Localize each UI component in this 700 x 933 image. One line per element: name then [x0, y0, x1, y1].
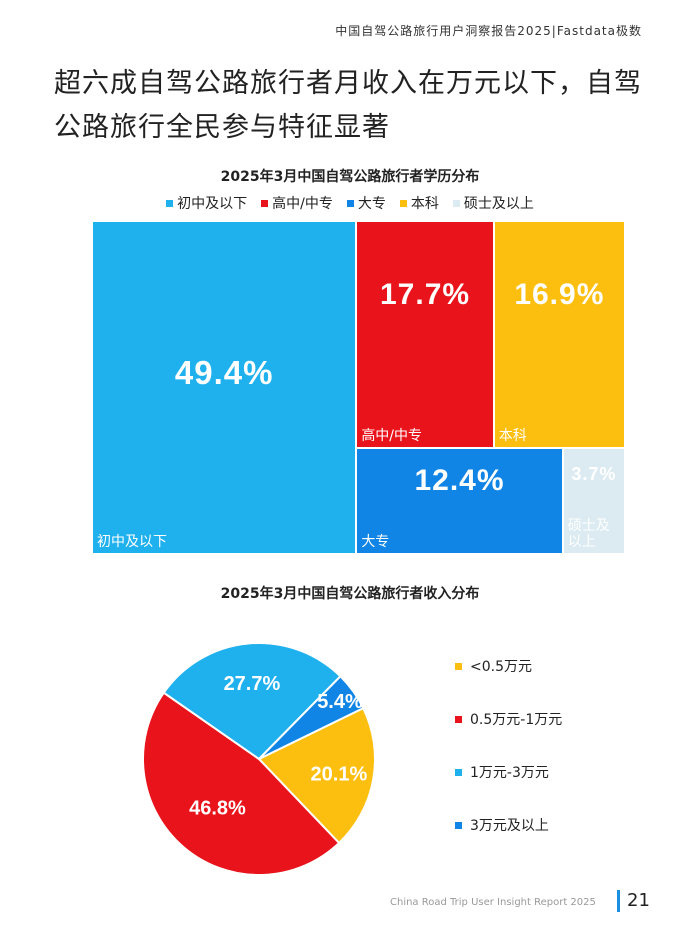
treemap-legend-item: 本科: [399, 193, 439, 213]
pie-value-label: 20.1%: [311, 763, 368, 785]
pie-title: 2025年3月中国自驾公路旅行者收入分布: [220, 586, 480, 602]
treemap-category-label: 大专: [361, 533, 390, 550]
footer-accent-bar: [617, 890, 620, 912]
treemap-value-label: 12.4%: [414, 464, 505, 498]
pie-legend-item: 3万元及以上: [455, 815, 549, 835]
treemap-legend-item: 高中/中专: [261, 193, 333, 213]
treemap-value-label: 17.7%: [379, 278, 471, 312]
legend-label: 大专: [357, 196, 386, 212]
pie-slice: [258, 674, 365, 760]
treemap-cell: 3.7% 硕士及以上: [563, 448, 624, 553]
treemap-title: 2025年3月中国自驾公路旅行者学历分布: [220, 169, 480, 185]
legend-swatch: [455, 662, 462, 670]
legend-label: 1万元-3万元: [470, 765, 549, 781]
legend-label: 初中及以下: [177, 196, 248, 212]
treemap-cell: 17.7% 高中/中专: [357, 222, 493, 447]
pie-value-label: 46.8%: [189, 797, 246, 819]
legend-swatch: [455, 715, 462, 723]
pie-legend-item: <0.5万元: [455, 656, 532, 676]
treemap-cell: 16.9% 本科: [494, 222, 624, 447]
treemap-cell: 12.4% 大专: [357, 448, 562, 553]
treemap-category-label: 初中及以下: [97, 534, 167, 550]
legend-swatch: [166, 199, 174, 207]
treemap-legend: 初中及以下 高中/中专 大专 本科 硕士及以上: [0, 193, 700, 213]
pie-legend-item: 1万元-3万元: [455, 762, 549, 782]
treemap-category-label: 高中/中专: [361, 427, 423, 444]
legend-label: 硕士及以上: [463, 196, 534, 212]
treemap-cell: 49.4% 初中及以下: [93, 222, 356, 553]
legend-swatch: [261, 199, 269, 207]
legend-swatch: [455, 821, 462, 829]
legend-label: 3万元及以上: [470, 818, 549, 834]
pie-slice: [162, 642, 342, 761]
treemap-value-label: 16.9%: [514, 278, 605, 312]
legend-label: 0.5万元-1万元: [470, 712, 563, 728]
treemap-category-label: 本科: [498, 427, 527, 444]
pie-value-label: 5.4%: [317, 691, 363, 713]
treemap-legend-item: 大专: [346, 193, 386, 213]
legend-swatch: [452, 199, 460, 207]
page-number: 21: [627, 890, 650, 911]
legend-swatch: [399, 199, 407, 207]
pie-legend-item: 0.5万元-1万元: [455, 709, 562, 729]
treemap-legend-item: 初中及以下: [166, 193, 247, 213]
treemap-value-label: 3.7%: [571, 464, 617, 485]
pie-slice: [257, 706, 376, 845]
legend-label: 本科: [410, 196, 439, 212]
footer-report-name: China Road Trip User Insight Report 2025: [390, 897, 596, 908]
page-title: 超六成自驾公路旅行者月收入在万元以下，自驾公路旅行全民参与特征显著: [54, 68, 642, 143]
legend-swatch: [346, 199, 354, 207]
pie-value-label: 27.7%: [224, 673, 281, 695]
header-line: 中国自驾公路旅行用户洞察报告2025|Fastdata极数: [335, 24, 642, 38]
legend-swatch: [455, 768, 462, 776]
treemap-chart: 49.4% 初中及以下 17.7% 高中/中专 16.9% 本科 12.4% 大专 3.7% 硕士…: [93, 222, 624, 553]
treemap-value-label: 49.4%: [174, 354, 274, 392]
legend-label: <0.5万元: [470, 659, 532, 675]
legend-label: 高中/中专: [272, 196, 333, 212]
treemap-legend-item: 硕士及以上: [452, 193, 534, 213]
treemap-category-label: 硕士及以上: [567, 517, 610, 550]
pie-slice: [142, 691, 341, 876]
